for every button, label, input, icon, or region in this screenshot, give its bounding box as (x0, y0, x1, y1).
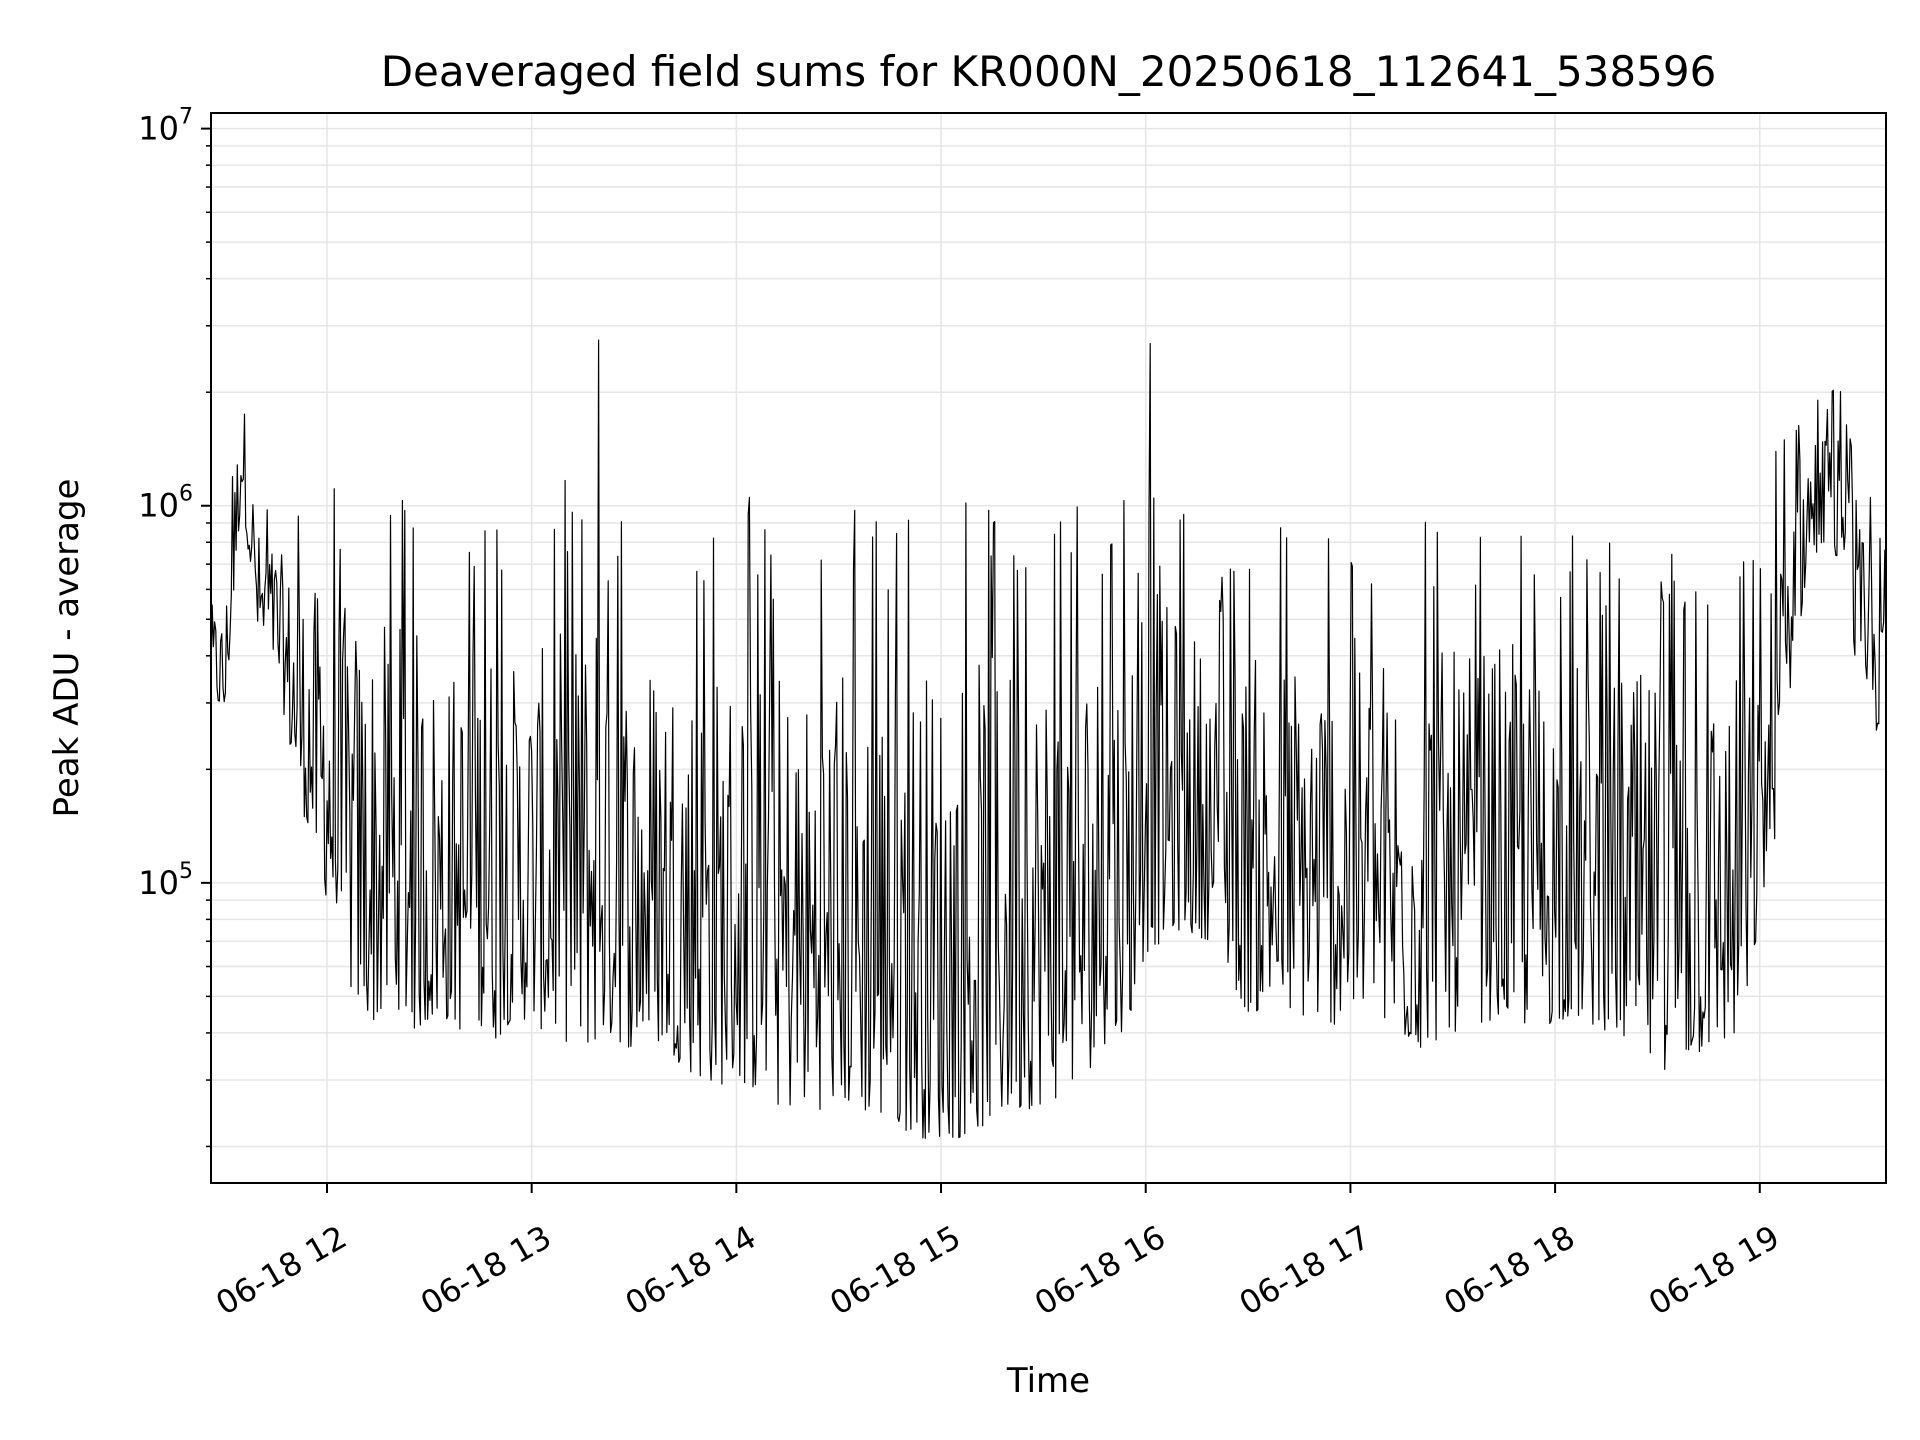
y-tick-base: 10 (138, 864, 179, 902)
series-line (210, 339, 1887, 1139)
y-tick-exponent: 5 (179, 859, 193, 884)
axes-frame (210, 112, 1887, 1184)
y-tick-exponent: 7 (179, 105, 193, 130)
plot-area (210, 339, 1887, 1139)
y-axis-label: Peak ADU - average (47, 479, 87, 818)
y-tick-base: 10 (138, 487, 179, 525)
y-tick-label: 107 (138, 105, 193, 148)
y-tick-base: 10 (138, 110, 179, 148)
y-tick-label: 106 (138, 482, 193, 525)
y-tick-label: 105 (138, 859, 193, 902)
y-tick-exponent: 6 (179, 482, 193, 507)
chart-title: Deaveraged field sums for KR000N_2025061… (381, 47, 1717, 96)
x-axis-label: Time (1006, 1361, 1090, 1401)
